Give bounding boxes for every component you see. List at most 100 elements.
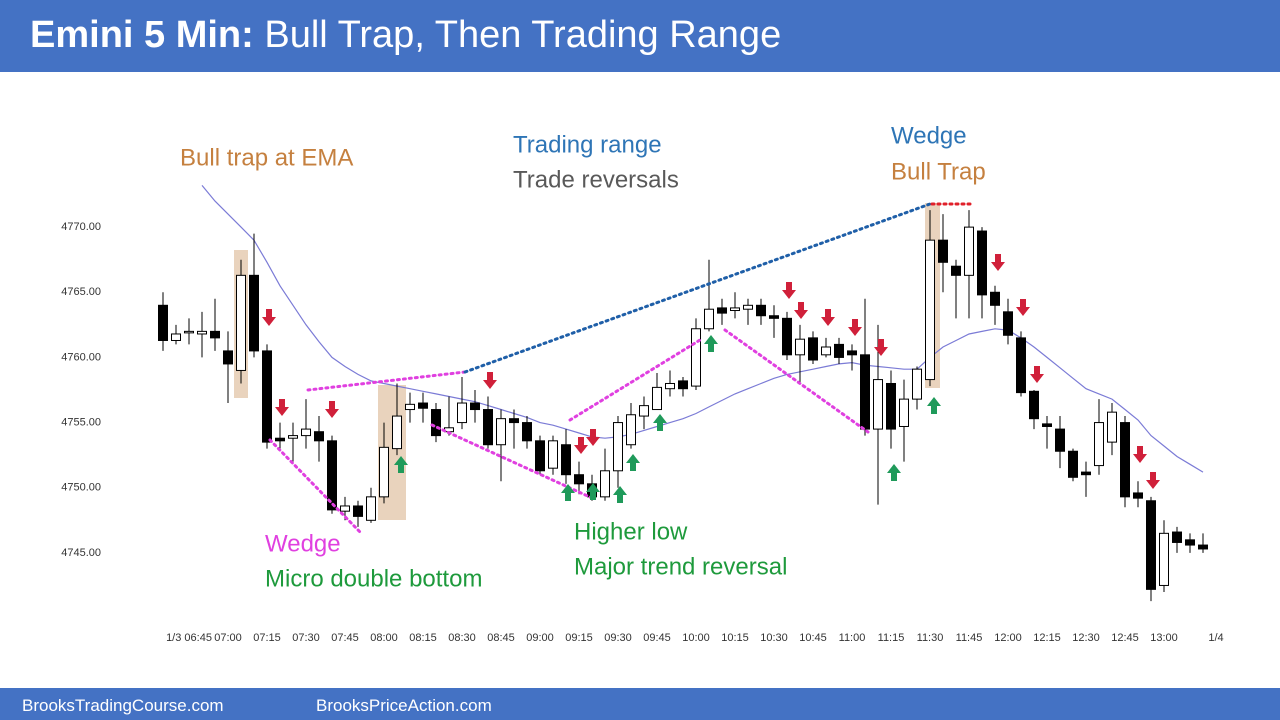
candle-body	[197, 330, 207, 335]
x-tick-label: 08:15	[409, 632, 437, 644]
candle-body	[1107, 411, 1117, 443]
up-arrow	[561, 484, 575, 501]
arrows	[262, 254, 1160, 503]
candle-body	[977, 230, 987, 296]
candle-body	[249, 274, 259, 352]
candle-body	[1055, 428, 1065, 452]
candle-body	[990, 291, 1000, 306]
x-tick-label: 09:30	[604, 632, 632, 644]
up-arrow	[704, 335, 718, 352]
candle-body	[704, 308, 714, 330]
candle-body	[327, 440, 337, 511]
candle-body	[613, 422, 623, 472]
down-arrow	[821, 309, 835, 326]
y-tick-label: 4765.00	[61, 286, 101, 298]
annotation: Wedge	[265, 530, 341, 557]
candle-body	[535, 440, 545, 472]
down-arrow	[874, 339, 888, 356]
x-tick-label: 1/4	[1208, 632, 1223, 644]
up-arrow	[394, 456, 408, 473]
annotation: Trading range	[513, 131, 662, 158]
down-arrow	[991, 254, 1005, 271]
title: Emini 5 Min: Bull Trap, Then Trading Ran…	[30, 14, 781, 57]
candle-body	[457, 402, 467, 424]
annotation: Wedge	[891, 122, 967, 149]
ema-line	[201, 185, 1204, 473]
down-arrow	[275, 399, 289, 416]
x-tick-label: 11:00	[839, 632, 866, 644]
x-tick-label: 09:15	[565, 632, 593, 644]
title-bold: Emini 5 Min:	[30, 14, 254, 56]
candle-body	[470, 402, 480, 411]
x-tick-label: 08:00	[370, 632, 398, 644]
range-line	[306, 370, 467, 392]
candle-body	[405, 403, 415, 411]
candle-body	[951, 265, 961, 276]
candle-body	[1068, 450, 1078, 478]
candle-body	[288, 435, 298, 439]
x-tick-label: 10:00	[682, 632, 710, 644]
x-tick-label: 11:45	[956, 632, 983, 644]
x-tick-label: 10:15	[721, 632, 749, 644]
x-tick-label: 12:00	[994, 632, 1022, 644]
candle-body	[275, 437, 285, 442]
down-arrow	[1133, 446, 1147, 463]
range-top-line	[463, 202, 932, 374]
channel-line	[568, 338, 702, 422]
annotation: Micro double bottom	[265, 565, 482, 592]
annotation: Higher low	[574, 518, 688, 545]
candle-body	[678, 380, 688, 390]
candle-body	[1081, 471, 1091, 476]
candle-body	[665, 382, 675, 390]
down-arrow	[574, 437, 588, 454]
candle-body	[821, 346, 831, 356]
footer-link: BrooksTradingCourse.com	[22, 696, 224, 715]
candle-body	[860, 354, 870, 430]
candle-body	[262, 350, 272, 443]
plot: 4745.00 4750.00 4755.00 4760.00 4765.00 4770.…	[61, 185, 1224, 644]
y-tick-label: 4750.00	[61, 482, 101, 494]
footer-link: BrooksPriceAction.com	[316, 696, 492, 715]
x-tick-label: 11:30	[917, 632, 944, 644]
down-arrow	[262, 309, 276, 326]
overlay	[268, 202, 974, 534]
x-tick-label: 12:15	[1033, 632, 1061, 644]
x-tick-label: 1/3 06:45	[166, 632, 212, 644]
candle-body	[1120, 422, 1130, 498]
candle-body	[925, 239, 935, 381]
x-tick-label: 07:30	[292, 632, 320, 644]
candle-body	[392, 415, 402, 450]
candle-body	[730, 307, 740, 312]
candle-body	[301, 428, 311, 437]
up-arrow	[613, 486, 627, 503]
x-tick-label: 10:45	[799, 632, 827, 644]
layout	[234, 203, 940, 520]
candle-body	[899, 398, 909, 427]
channel-line	[723, 328, 870, 434]
header: Emini 5 Min: Bull Trap, Then Trading Ran…	[0, 0, 1280, 72]
candle-body	[171, 333, 181, 341]
candle-body	[561, 444, 571, 476]
x-tick-label: 12:30	[1072, 632, 1100, 644]
down-arrow	[1146, 472, 1160, 489]
candle-body	[431, 409, 441, 437]
candle-body	[236, 274, 246, 371]
down-arrow	[782, 282, 796, 299]
candle-body	[1198, 544, 1208, 550]
candle-body	[548, 440, 558, 469]
candle-body	[379, 446, 389, 498]
candle-body	[912, 368, 922, 400]
candle-body	[847, 350, 857, 356]
candle-body	[1094, 422, 1104, 467]
x-tick-label: 11:15	[878, 632, 905, 644]
candle-body	[756, 304, 766, 317]
candle-body	[418, 402, 428, 409]
title-rest: Bull Trap, Then Trading Range	[264, 14, 782, 56]
candle-body	[782, 317, 792, 356]
candle-body	[795, 338, 805, 356]
annotation: Major trend reversal	[574, 553, 787, 580]
candle-body	[158, 304, 168, 341]
candle-body	[509, 418, 519, 424]
candle-body	[652, 386, 662, 411]
